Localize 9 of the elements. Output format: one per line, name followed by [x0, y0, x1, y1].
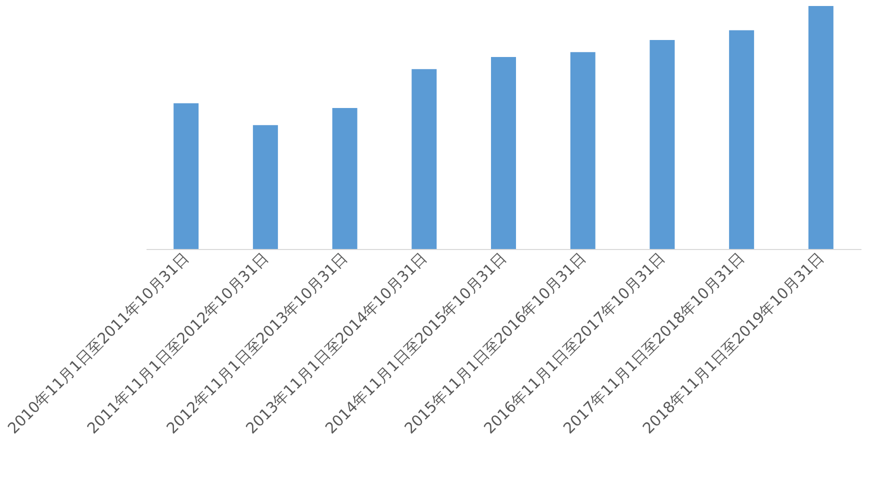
bar: [412, 69, 437, 249]
bar: [491, 57, 516, 249]
bar: [808, 6, 834, 249]
bar: [174, 103, 199, 249]
bar: [570, 52, 596, 249]
bar: [729, 30, 754, 249]
bar: [252, 125, 278, 249]
bar: [650, 40, 675, 249]
bar: [332, 108, 358, 249]
